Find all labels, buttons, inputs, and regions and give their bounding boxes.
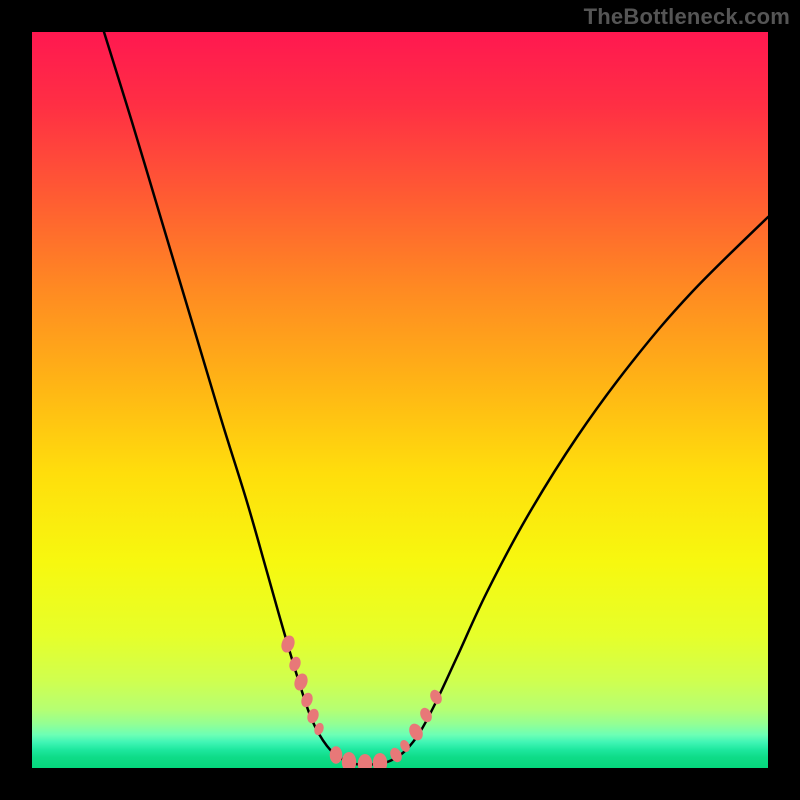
data-marker: [330, 746, 343, 764]
outer-frame: TheBottleneck.com: [0, 0, 800, 800]
gradient-background: [32, 32, 768, 768]
chart-svg: [32, 32, 768, 768]
watermark-text: TheBottleneck.com: [584, 4, 790, 30]
plot-area: [32, 32, 768, 768]
